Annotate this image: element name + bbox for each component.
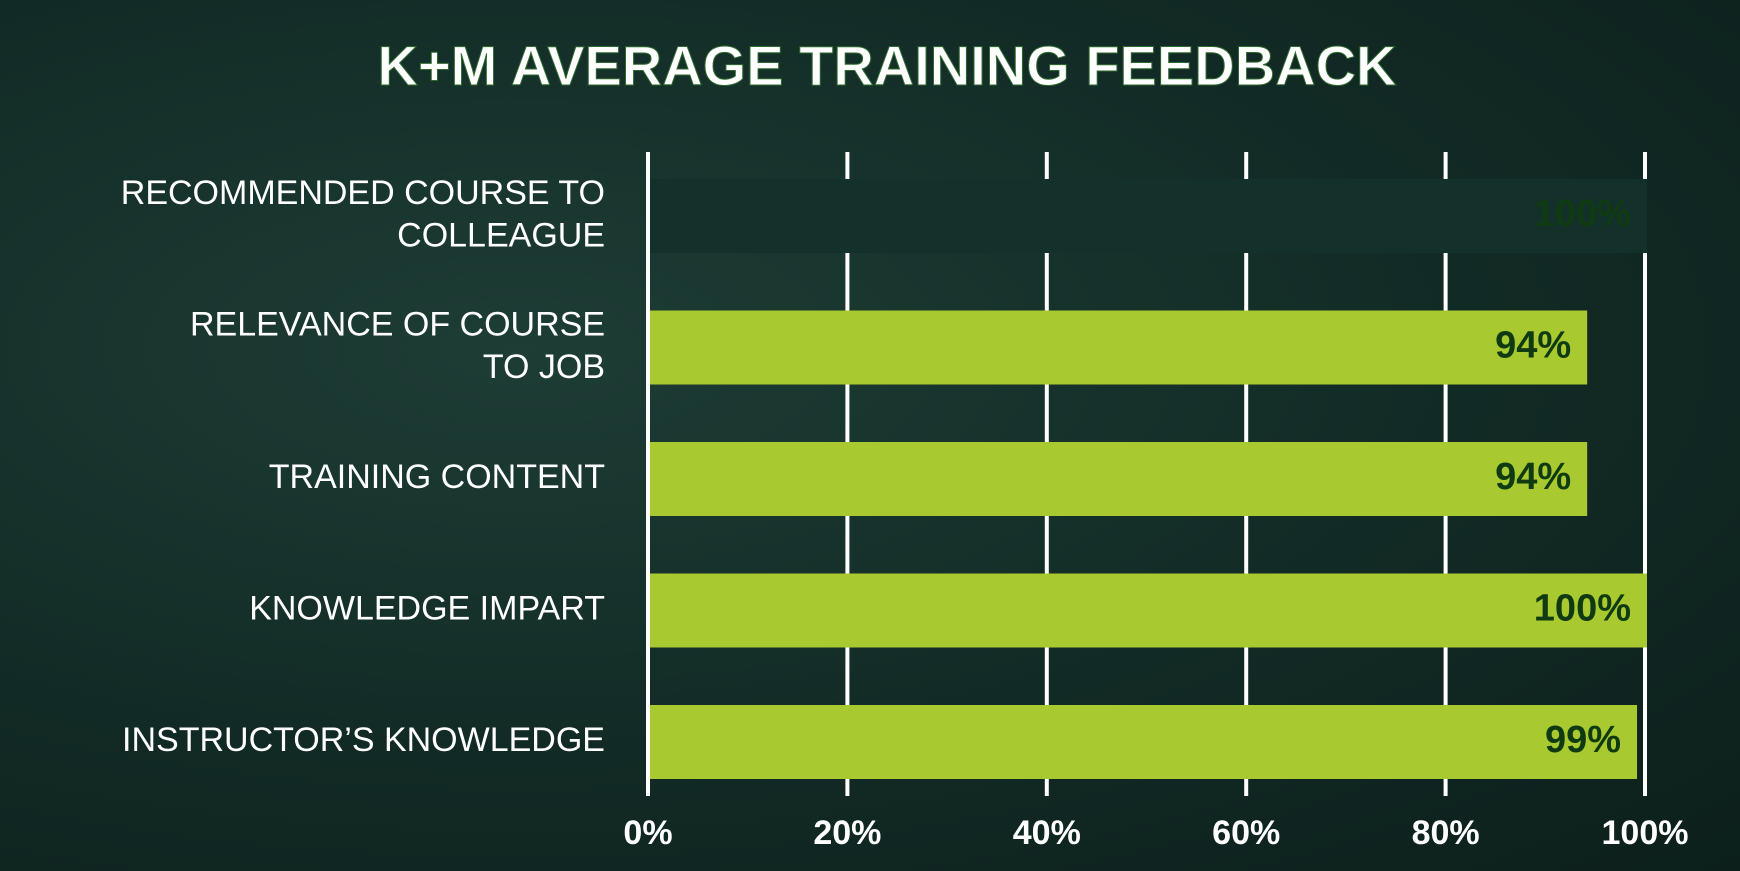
y-tick-label: TRAINING CONTENT [269,458,605,496]
x-tick-label: 60% [1212,814,1280,852]
chart-title: K+M AVERAGE TRAINING FEEDBACK [378,34,1397,97]
x-tick-label: 40% [1013,814,1081,852]
x-tick-label: 0% [623,814,672,852]
y-tick-label: RECOMMENDED COURSE TO COLLEAGUE [121,174,605,255]
y-tick-label: KNOWLEDGE IMPART [249,589,605,627]
y-tick-label: RELEVANCE OF COURSE TO JOB [190,305,605,386]
bar [650,705,1638,779]
x-tick-label: 80% [1412,814,1480,852]
data-label: 99% [1545,719,1621,761]
bar [650,573,1647,648]
data-label: 100% [1534,193,1631,235]
data-label: 94% [1495,456,1571,498]
data-label: 100% [1534,588,1631,630]
bar [650,179,1647,253]
x-tick-label: 100% [1602,814,1689,852]
bar [650,310,1588,385]
y-tick-label: INSTRUCTOR’S KNOWLEDGE [122,721,605,759]
data-label: 94% [1495,325,1571,367]
x-tick-label: 20% [813,814,881,852]
bar [650,442,1588,516]
